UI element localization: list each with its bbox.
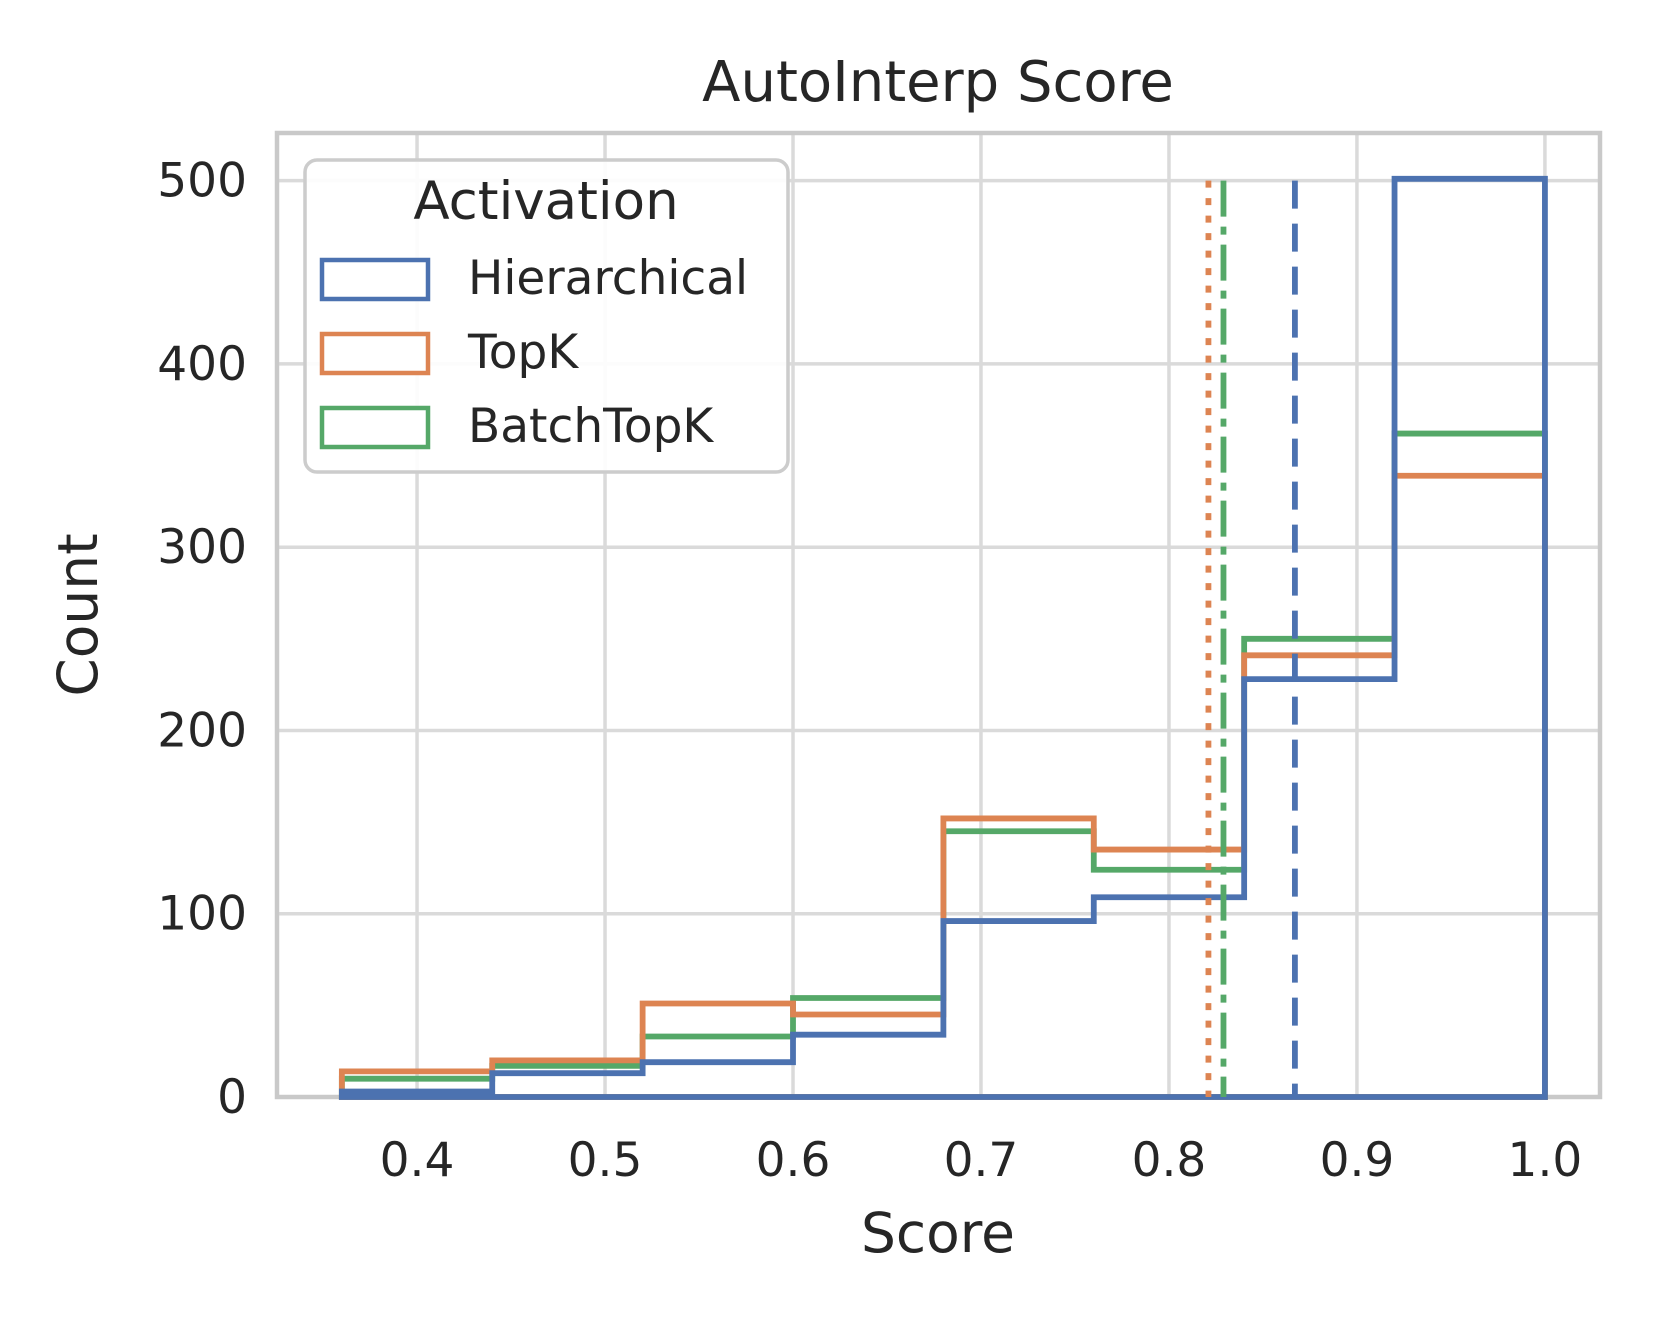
x-tick-label: 0.7 — [944, 1133, 1019, 1188]
y-axis-ticks: 0 100 200 300 400 500 — [157, 154, 247, 1125]
legend-swatch-hierarchical — [319, 257, 431, 302]
y-tick-label: 100 — [157, 887, 247, 942]
legend-label-topk: TopK — [467, 325, 579, 380]
legend-swatch-batchtopk — [319, 405, 431, 450]
y-tick-label: 0 — [217, 1070, 247, 1125]
y-tick-label: 400 — [157, 337, 247, 392]
y-tick-label: 500 — [157, 154, 247, 209]
x-tick-label: 0.4 — [380, 1133, 455, 1188]
mean-lines-layer — [1205, 180, 1298, 1097]
x-tick-label: 0.5 — [568, 1133, 643, 1188]
x-tick-label: 1.0 — [1508, 1133, 1583, 1188]
legend-swatch-topk — [319, 331, 431, 376]
legend-title: Activation — [413, 171, 678, 232]
y-tick-label: 300 — [157, 520, 247, 575]
x-axis-ticks: 0.4 0.5 0.6 0.7 0.8 0.9 1.0 — [380, 1133, 1583, 1188]
x-tick-label: 0.6 — [756, 1133, 831, 1188]
x-tick-label: 0.8 — [1132, 1133, 1207, 1188]
histogram-series-hierarchical — [338, 175, 1548, 1100]
legend-items: Hierarchical TopK BatchTopK — [319, 251, 748, 454]
histogram-series-layer — [338, 175, 1548, 1100]
y-tick-label: 200 — [157, 703, 247, 758]
legend-frame — [303, 158, 790, 474]
y-axis-label: Count — [46, 533, 110, 696]
x-tick-label: 0.9 — [1320, 1133, 1395, 1188]
x-axis-label: Score — [861, 1201, 1015, 1265]
legend: Activation Hierarchical TopK BatchTopK — [303, 158, 790, 474]
legend-label-hierarchical: Hierarchical — [468, 251, 748, 306]
chart-title: AutoInterp Score — [702, 50, 1174, 115]
legend-label-batchtopk: BatchTopK — [468, 399, 714, 454]
